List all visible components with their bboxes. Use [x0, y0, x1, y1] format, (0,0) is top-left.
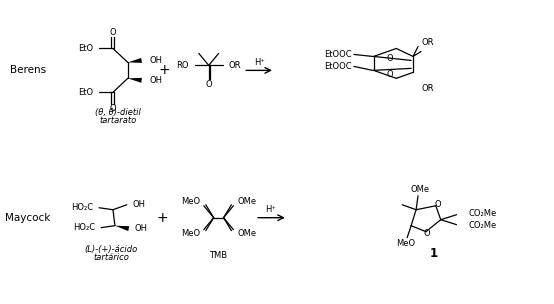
Polygon shape: [128, 58, 142, 63]
Text: O: O: [424, 229, 430, 238]
Text: O: O: [386, 70, 393, 79]
Text: +: +: [157, 211, 168, 225]
Text: O: O: [434, 200, 441, 209]
Text: +: +: [158, 63, 170, 78]
Text: 1: 1: [430, 247, 438, 260]
Text: CO₂Me: CO₂Me: [468, 209, 496, 218]
Text: O: O: [110, 104, 116, 113]
Text: HO₂C: HO₂C: [73, 223, 95, 232]
Text: (θ, θ)-dietil: (θ, θ)-dietil: [95, 108, 141, 117]
Text: Berens: Berens: [10, 65, 46, 75]
Text: OR: OR: [228, 61, 241, 70]
Text: HO₂C: HO₂C: [71, 203, 93, 212]
Text: (L)-(+)-ácido: (L)-(+)-ácido: [84, 245, 137, 254]
Polygon shape: [128, 78, 142, 83]
Text: OH: OH: [150, 76, 162, 85]
Text: O: O: [206, 80, 212, 89]
Polygon shape: [115, 226, 129, 231]
Text: RO: RO: [177, 61, 189, 70]
Text: H⁺: H⁺: [254, 58, 264, 67]
Text: CO₂Me: CO₂Me: [468, 221, 496, 230]
Text: OMe: OMe: [411, 185, 429, 194]
Text: EtOOC: EtOOC: [324, 50, 352, 59]
Text: EtO: EtO: [78, 88, 93, 97]
Text: OH: OH: [135, 224, 148, 233]
Text: EtOOC: EtOOC: [324, 62, 352, 71]
Text: OH: OH: [150, 56, 162, 65]
Text: tartarato: tartarato: [99, 116, 136, 125]
Text: MeO: MeO: [396, 239, 415, 248]
Text: OH: OH: [133, 200, 146, 209]
Text: O: O: [386, 54, 393, 63]
Text: OR: OR: [421, 84, 434, 93]
Text: OR: OR: [421, 38, 434, 47]
Text: H⁺: H⁺: [265, 205, 276, 214]
Text: MeO: MeO: [181, 229, 200, 238]
Text: tartárico: tartárico: [93, 253, 129, 262]
Text: MeO: MeO: [181, 197, 200, 206]
Text: OMe: OMe: [237, 197, 257, 206]
Text: EtO: EtO: [78, 44, 93, 53]
Text: TMB: TMB: [209, 251, 228, 260]
Text: Maycock: Maycock: [6, 213, 51, 223]
Text: OMe: OMe: [237, 229, 257, 238]
Text: O: O: [110, 28, 116, 37]
